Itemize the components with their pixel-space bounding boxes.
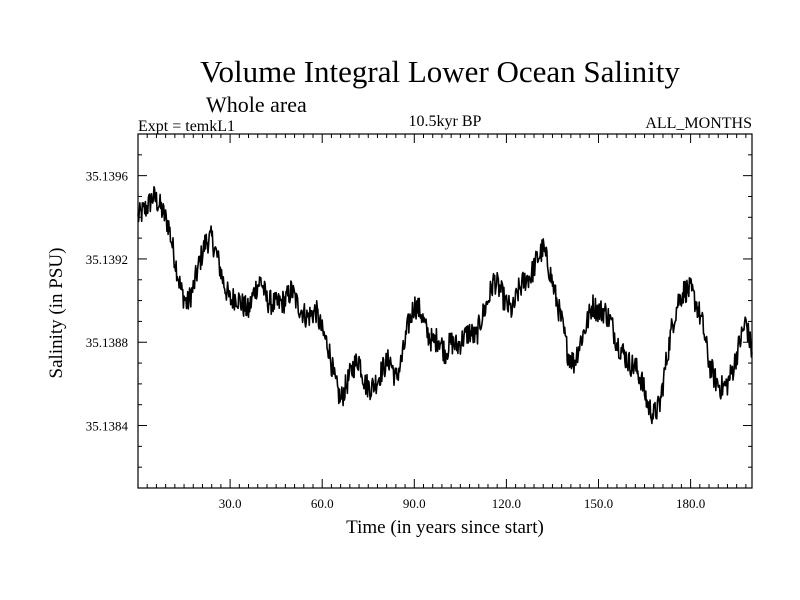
y-tick-label: 35.1384	[86, 419, 129, 434]
y-tick-label: 35.1392	[86, 252, 128, 267]
x-tick-label: 120.0	[492, 496, 521, 511]
chart-subtitle: Whole area	[206, 92, 307, 117]
plot-frame	[137, 133, 753, 489]
y-axis: 35.1384 35.1388 35.1392 35.1396	[86, 154, 752, 468]
series-line-salinity	[137, 186, 753, 425]
x-tick-label: 60.0	[311, 496, 334, 511]
y-tick-label: 35.1388	[86, 335, 128, 350]
x-tick-label: 150.0	[584, 496, 613, 511]
x-axis: 30.0 60.0 90.0 120.0 150.0 180.0	[146, 134, 747, 511]
y-tick-label: 35.1396	[86, 169, 129, 184]
y-axis-label: Salinity (in PSU)	[46, 248, 67, 379]
months-label: ALL_MONTHS	[645, 115, 752, 132]
chart-title: Volume Integral Lower Ocean Salinity	[200, 54, 680, 89]
expt-label: Expt = temkL1	[138, 118, 235, 135]
x-tick-label: 180.0	[676, 496, 705, 511]
x-tick-label: 30.0	[219, 496, 242, 511]
x-axis-label: Time (in years since start)	[346, 517, 544, 538]
x-tick-label: 90.0	[403, 496, 426, 511]
period-label: 10.5kyr BP	[409, 113, 482, 130]
plot-area	[137, 133, 753, 489]
